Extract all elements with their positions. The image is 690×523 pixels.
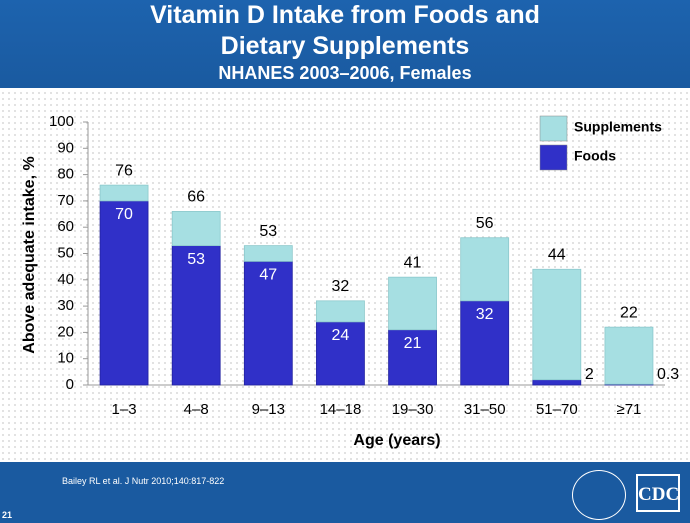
value-label: 24 bbox=[332, 327, 350, 344]
y-tick-label: 30 bbox=[57, 297, 74, 314]
bar-segment bbox=[99, 184, 149, 202]
bar-segment bbox=[460, 237, 510, 302]
value-label: 0.3 bbox=[657, 366, 679, 383]
bar-segment bbox=[243, 260, 293, 386]
total-label: 76 bbox=[115, 162, 133, 179]
citation: Bailey RL et al. J Nutr 2010;140:817-822 bbox=[62, 476, 225, 486]
x-tick-label: 1–3 bbox=[112, 401, 137, 418]
y-tick-label: 90 bbox=[57, 139, 74, 156]
x-tick-label: 4–8 bbox=[184, 401, 209, 418]
total-label: 53 bbox=[259, 223, 277, 240]
bar-segment bbox=[388, 276, 437, 331]
bar-segment bbox=[316, 321, 365, 386]
bar-segment bbox=[532, 268, 582, 381]
bar-segment bbox=[171, 245, 221, 386]
bar-segment bbox=[171, 211, 221, 247]
x-tick-label: 31–50 bbox=[464, 401, 506, 418]
legend-swatch bbox=[539, 144, 568, 171]
bar-segment bbox=[243, 245, 293, 262]
y-tick-label: 0 bbox=[66, 376, 74, 393]
chart: Age (years) Above adequate intake, % 0 10… bbox=[21, 113, 679, 449]
y-tick-label: 10 bbox=[57, 350, 74, 367]
y-tick-label: 60 bbox=[57, 218, 74, 235]
total-label: 44 bbox=[548, 246, 566, 263]
total-label: 56 bbox=[476, 215, 494, 232]
y-tick-label: 20 bbox=[57, 323, 74, 340]
bar-segment bbox=[604, 326, 654, 385]
x-axis-label: Age (years) bbox=[353, 432, 440, 449]
chart-subtitle: NHANES 2003–2006, Females bbox=[218, 63, 472, 83]
x-tick-label: 51–70 bbox=[536, 401, 578, 418]
total-label: 22 bbox=[620, 304, 638, 321]
y-tick-label: 50 bbox=[57, 244, 74, 261]
y-axis-label: Above adequate intake, % bbox=[21, 156, 38, 353]
x-tick-label: 19–30 bbox=[392, 401, 434, 418]
y-tick-label: 100 bbox=[49, 113, 74, 130]
cdc-logo: CDC bbox=[636, 474, 680, 512]
value-label: 2 bbox=[585, 366, 594, 383]
header: Vitamin D Intake from Foods and Dietary … bbox=[0, 0, 690, 88]
legend-label: Foods bbox=[574, 148, 616, 164]
footer: Bailey RL et al. J Nutr 2010;140:817-822… bbox=[0, 462, 690, 523]
value-label: 32 bbox=[476, 306, 494, 323]
value-label: 53 bbox=[187, 251, 205, 268]
total-label: 32 bbox=[332, 278, 350, 295]
total-label: 41 bbox=[404, 254, 422, 271]
value-label: 70 bbox=[115, 206, 133, 223]
slide-number: 21 bbox=[2, 510, 13, 520]
y-tick-label: 40 bbox=[57, 271, 74, 288]
hhs-logo bbox=[572, 470, 626, 520]
value-label: 21 bbox=[404, 335, 422, 352]
x-tick-label: 9–13 bbox=[252, 401, 285, 418]
y-tick-label: 70 bbox=[57, 192, 74, 209]
legend-swatch bbox=[539, 115, 568, 142]
total-label: 66 bbox=[187, 189, 205, 206]
bar-segment bbox=[99, 200, 149, 386]
y-tick-label: 80 bbox=[57, 166, 74, 183]
chart-title: Vitamin D Intake from Foods and Dietary … bbox=[150, 1, 540, 60]
legend-label: Supplements bbox=[574, 119, 662, 135]
bar-segment bbox=[532, 379, 582, 386]
bar-segment bbox=[460, 300, 510, 386]
value-label: 47 bbox=[259, 267, 277, 284]
x-tick-label: ≥71 bbox=[616, 401, 641, 418]
bar-segment bbox=[388, 329, 437, 386]
x-tick-label: 14–18 bbox=[320, 401, 362, 418]
bar-segment bbox=[316, 300, 365, 323]
